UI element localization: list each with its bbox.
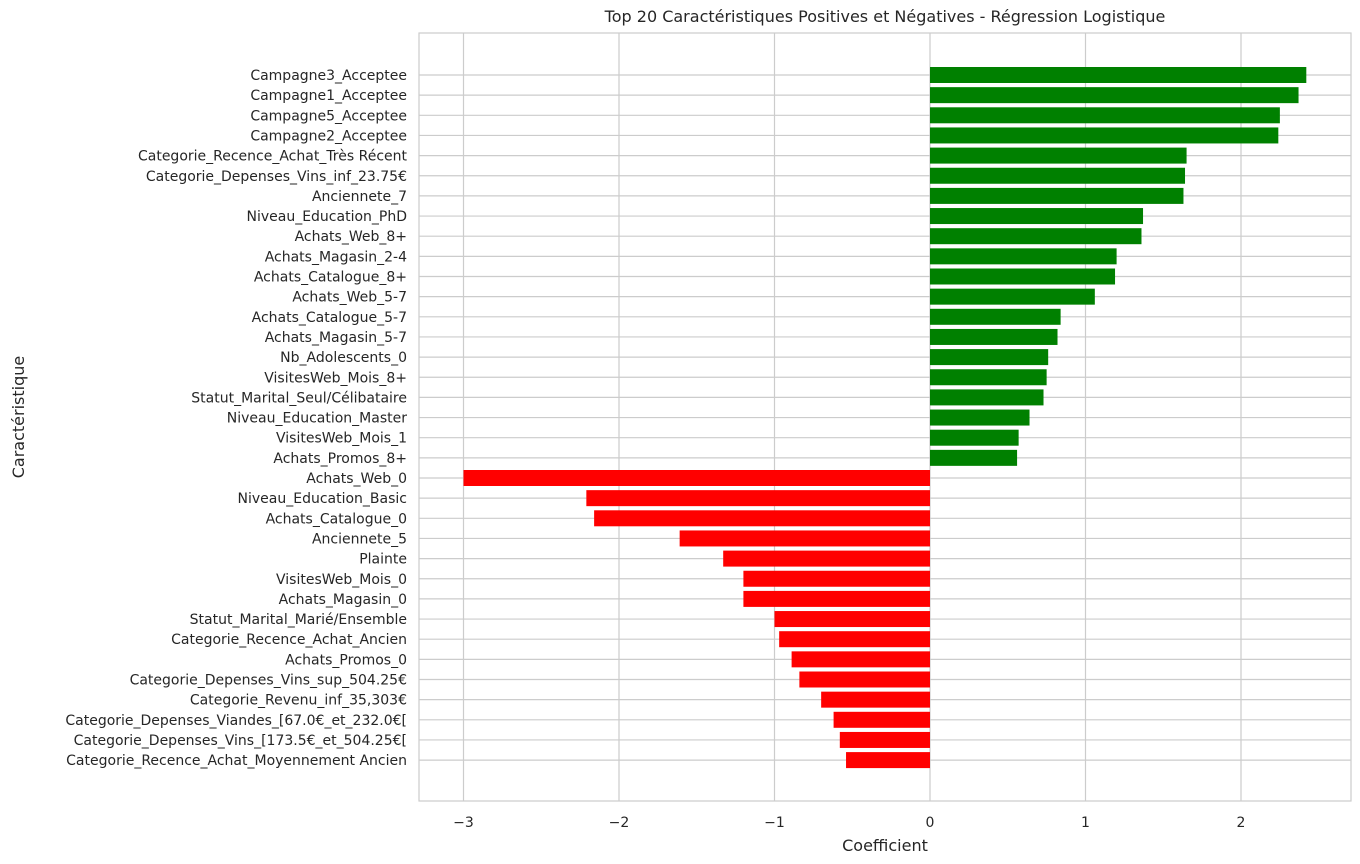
bar xyxy=(930,147,1187,164)
y-tick-label: Achats_Magasin_0 xyxy=(279,592,407,608)
x-tick-label: 0 xyxy=(926,815,935,831)
y-tick-label: Anciennete_5 xyxy=(312,531,407,547)
y-tick-label: VisitesWeb_Mois_0 xyxy=(276,572,407,588)
y-tick-label: Achats_Magasin_5-7 xyxy=(265,330,407,346)
bar xyxy=(930,288,1095,305)
y-tick-labels: Campagne3_Acceptee Campagne1_Acceptee Camp… xyxy=(65,68,407,769)
y-tick-label: Categorie_Recence_Achat_Ancien xyxy=(171,632,407,648)
y-tick-label: Achats_Magasin_2-4 xyxy=(265,249,407,265)
bar xyxy=(930,87,1299,104)
bar xyxy=(463,470,930,486)
y-tick-label: Achats_Catalogue_8+ xyxy=(254,270,407,286)
y-tick-label: Achats_Promos_8+ xyxy=(273,451,407,467)
y-tick-label: Categorie_Revenu_inf_35,303€ xyxy=(190,693,407,709)
x-tick-label: −1 xyxy=(764,815,785,831)
bar xyxy=(791,651,930,668)
bar xyxy=(930,268,1116,285)
y-tick-label: Categorie_Depenses_Vins_[173.5€_et_504.2… xyxy=(74,733,407,749)
bar xyxy=(930,409,1030,426)
bar xyxy=(779,631,930,648)
x-tick-label: 1 xyxy=(1081,815,1090,831)
y-tick-label: Niveau_Education_PhD xyxy=(246,209,407,225)
bar xyxy=(723,550,930,567)
plot-frame xyxy=(418,32,1352,802)
x-tick-label: −2 xyxy=(609,815,630,831)
x-tick-label: −3 xyxy=(453,815,474,831)
y-tick-label: VisitesWeb_Mois_1 xyxy=(276,431,407,447)
bar xyxy=(930,349,1049,366)
y-tick-label: Categorie_Recence_Achat_Très Récent xyxy=(138,149,408,165)
chart-title: Top 20 Caractéristiques Positives et Nég… xyxy=(604,7,1166,26)
x-tick-label: 2 xyxy=(1237,815,1246,831)
bar xyxy=(679,530,930,547)
bar xyxy=(846,752,930,769)
bar xyxy=(821,691,930,708)
bar xyxy=(833,711,930,728)
y-tick-label: Categorie_Depenses_Vins_inf_23.75€ xyxy=(146,169,407,185)
bar xyxy=(586,490,930,507)
bar xyxy=(930,429,1019,446)
bar xyxy=(930,248,1117,265)
y-tick-label: Campagne5_Acceptee xyxy=(250,108,407,124)
y-tick-label: Nb_Adolescents_0 xyxy=(280,350,407,366)
bar xyxy=(930,107,1280,124)
y-tick-label: VisitesWeb_Mois_8+ xyxy=(264,370,407,386)
bar xyxy=(930,208,1144,225)
y-tick-label: Campagne1_Acceptee xyxy=(250,88,407,104)
bar xyxy=(799,671,930,688)
bar xyxy=(930,167,1186,184)
y-tick-label: Niveau_Education_Basic xyxy=(238,491,407,507)
bar xyxy=(930,67,1307,83)
y-tick-label: Achats_Web_0 xyxy=(306,471,407,487)
x-axis-label: Coefficient xyxy=(842,836,928,855)
y-tick-label: Statut_Marital_Seul/Célibataire xyxy=(191,390,407,406)
bar xyxy=(930,389,1044,406)
y-axis-label: Caractéristique xyxy=(9,356,28,479)
bar xyxy=(743,590,930,607)
bar xyxy=(930,449,1018,466)
y-tick-label: Categorie_Depenses_Viandes_[67.0€_et_232… xyxy=(65,713,407,729)
y-tick-label: Categorie_Depenses_Vins_sup_504.25€ xyxy=(130,673,407,689)
y-tick-label: Niveau_Education_Master xyxy=(227,411,407,427)
bar xyxy=(839,731,930,748)
bar xyxy=(743,570,930,587)
y-tick-label: Achats_Promos_0 xyxy=(285,652,407,668)
bar xyxy=(930,187,1184,204)
bar xyxy=(930,228,1142,245)
bar xyxy=(930,369,1047,386)
y-tick-label: Statut_Marital_Marié/Ensemble xyxy=(190,612,407,628)
y-tick-label: Plainte xyxy=(359,552,407,568)
x-tick-labels: −3 −2 −1 0 1 2 xyxy=(453,815,1245,831)
y-tick-label: Campagne2_Acceptee xyxy=(250,128,407,144)
y-tick-label: Achats_Catalogue_0 xyxy=(266,511,407,527)
y-tick-label: Campagne3_Acceptee xyxy=(250,68,407,84)
y-tick-label: Achats_Web_5-7 xyxy=(292,290,407,306)
bars xyxy=(463,67,1307,769)
bar xyxy=(930,127,1279,144)
bar xyxy=(930,328,1058,345)
bar xyxy=(930,308,1061,325)
y-tick-label: Anciennete_7 xyxy=(312,189,407,205)
gridlines xyxy=(419,33,1351,801)
y-tick-label: Categorie_Recence_Achat_Moyennement Anci… xyxy=(66,753,407,769)
y-tick-label: Achats_Catalogue_5-7 xyxy=(252,310,407,326)
y-tick-label: Achats_Web_8+ xyxy=(295,229,407,245)
bar xyxy=(774,611,930,628)
bar xyxy=(594,510,930,527)
